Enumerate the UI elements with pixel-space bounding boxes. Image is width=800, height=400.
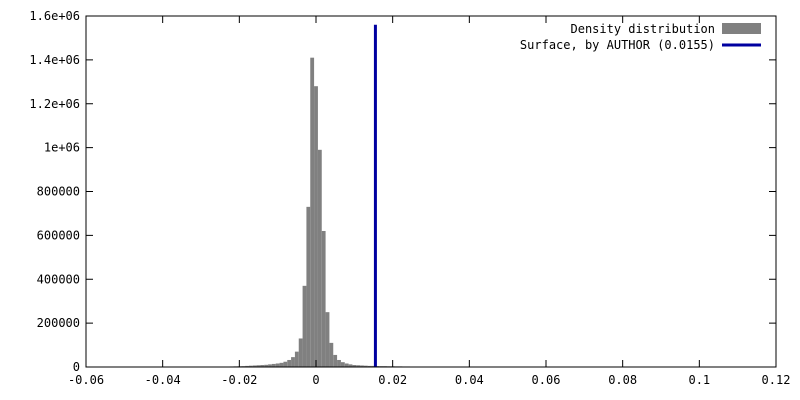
- histogram-bar: [310, 57, 315, 368]
- histogram-bar: [291, 357, 295, 367]
- histogram-bar: [283, 361, 288, 367]
- histogram-bar: [245, 365, 249, 367]
- y-tick-label: 400000: [37, 272, 80, 286]
- y-tick-label: 200000: [37, 316, 80, 330]
- x-tick-label: 0: [312, 373, 319, 387]
- legend-label-surface: Surface, by AUTHOR (0.0155): [520, 38, 715, 52]
- y-tick-label: 600000: [37, 228, 80, 242]
- histogram-bar: [348, 364, 353, 367]
- histogram-bar: [356, 365, 361, 367]
- histogram-bar: [340, 362, 345, 367]
- histogram-bar: [260, 365, 265, 367]
- x-tick-label: -0.06: [68, 373, 104, 387]
- histogram-bar: [302, 285, 307, 367]
- histogram-bar: [344, 363, 349, 367]
- y-tick-label: 0: [73, 360, 80, 374]
- y-tick-label: 1.6e+06: [29, 9, 80, 23]
- histogram-bar: [363, 365, 368, 367]
- histogram-bar: [275, 363, 280, 367]
- x-tick-label: 0.02: [378, 373, 407, 387]
- histogram-bar: [317, 149, 322, 367]
- histogram-bar: [256, 365, 261, 367]
- legend-label-density: Density distribution: [571, 22, 716, 36]
- legend-swatch-density: [722, 23, 761, 34]
- histogram-bar: [314, 86, 318, 367]
- y-tick-label: 1e+06: [44, 141, 80, 155]
- histogram-bar: [252, 365, 257, 367]
- x-tick-label: -0.02: [221, 373, 257, 387]
- histogram-bar: [248, 365, 253, 367]
- x-tick-label: 0.06: [532, 373, 561, 387]
- histogram-bar: [306, 206, 311, 367]
- histogram-bar: [294, 351, 299, 367]
- histogram-bar: [298, 338, 303, 367]
- histogram-bar: [279, 362, 284, 367]
- histogram-bar: [337, 359, 341, 367]
- histogram-bar: [333, 354, 338, 367]
- y-tick-label: 1.4e+06: [29, 53, 80, 67]
- histogram-bar: [264, 364, 269, 367]
- x-axis: -0.06 -0.04 -0.02 0 0.02 0.04 0.06 0.08 0.1 0.12: [68, 16, 791, 387]
- legend: Density distribution Surface, by AUTHOR …: [520, 22, 761, 52]
- histogram-bar: [371, 365, 376, 367]
- y-tick-label: 1.2e+06: [29, 97, 80, 111]
- histogram-bar: [329, 342, 334, 367]
- histogram-bar: [325, 312, 330, 367]
- histogram-bar: [271, 363, 276, 367]
- x-tick-label: 0.04: [455, 373, 484, 387]
- histogram-bar: [367, 365, 372, 367]
- histogram-bar: [321, 230, 326, 367]
- y-axis: 0 200000 400000 600000 800000 1e+06 1.2e+06 1.4…: [29, 9, 776, 374]
- x-tick-label: -0.04: [145, 373, 181, 387]
- histogram-bar: [352, 365, 357, 367]
- plot-frame: [85, 15, 777, 368]
- x-tick-label: 0.08: [608, 373, 637, 387]
- histogram-bar: [360, 365, 364, 367]
- x-tick-label: 0.1: [688, 373, 710, 387]
- x-tick-label: 0.12: [762, 373, 791, 387]
- histogram-bar: [287, 359, 292, 367]
- histogram-bars: [218, 57, 453, 368]
- y-tick-label: 800000: [37, 185, 80, 199]
- histogram-bar: [268, 364, 272, 367]
